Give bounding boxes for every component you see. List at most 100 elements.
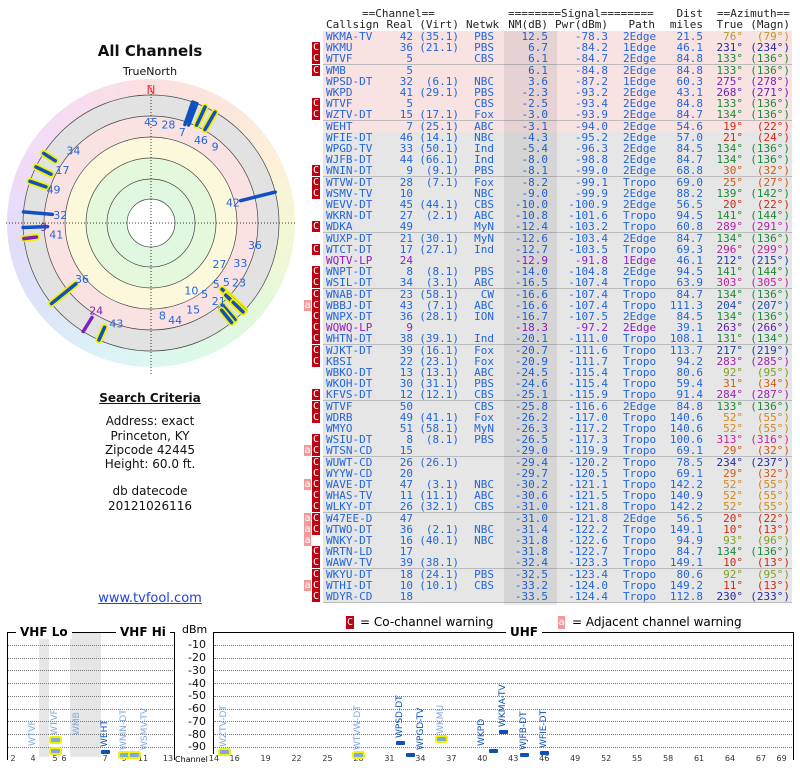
polar-channel-label: 43 (109, 317, 123, 330)
noise-margin-cell: -8.0 (521, 153, 549, 167)
table-row[interactable]: WKYU-DT 18 (24.1) PBS -32.5 -123.4 Tropo 80.6 92… (323, 567, 792, 581)
table-row[interactable]: WSMV-TV 10 NBC -9.0 -99.9 2Edge 88.2 139° (142°) (323, 186, 792, 200)
callsign-cell: WTHI-DT (326, 578, 373, 592)
network-cell: CBS (474, 500, 494, 514)
cochannel-warning-icon: C (312, 479, 320, 490)
azimuth-magnetic-cell: (13°) (756, 522, 790, 536)
network-cell: PBS (474, 30, 494, 43)
distance-cell: 140.6 (669, 410, 703, 424)
callsign-cell: WKYU-DT (326, 567, 373, 581)
path-cell: 2Edge (623, 186, 657, 200)
table-row[interactable]: WTCT-DT 17 (27.1) Ind -12.7 -103.5 Tropo 69.3 29… (323, 242, 792, 256)
azimuth-magnetic-cell: (34°) (756, 377, 790, 391)
distance-cell: 84.5 (676, 310, 704, 323)
azimuth-magnetic-cell: (24°) (756, 130, 790, 144)
spectrum-station-label: WJFB-DT (518, 711, 529, 750)
noise-margin-cell: -12.6 (514, 231, 548, 245)
callsign-cell: WTWO-DT (326, 522, 373, 536)
table-row[interactable]: WJFB-DT 44 (66.1) Ind -8.0 -98.8 2Edge 84.7 134°… (323, 153, 792, 167)
polar-channel-label: 9 (212, 141, 219, 154)
power-cell: -124.4 (568, 590, 608, 603)
polar-channel-label: 24 (89, 305, 103, 318)
x-tick-label: 4 (29, 754, 37, 763)
noise-margin-cell: -8.1 (521, 164, 549, 178)
polar-channel-label: 23 (232, 276, 246, 289)
table-row[interactable]: WTHI-DT 10 (10.1) CBS -33.2 -124.0 Tropo 149.2 1… (323, 578, 792, 592)
tvfool-link[interactable]: www.tvfool.com (98, 591, 202, 606)
table-row[interactable]: WZTV-DT 15 (17.1) Fox -3.0 -93.9 2Edge 84.7 134°… (323, 109, 792, 122)
distance-cell: 63.9 (676, 276, 704, 290)
virtual-channel-cell: (8.1) (425, 433, 459, 447)
table-row[interactable]: WHTN-DT 38 (39.1) Ind -20.1 -111.0 Tropo 108.1 1… (323, 332, 792, 346)
azimuth-true-cell: 139° (716, 186, 744, 200)
table-row[interactable]: KBSI 22 (23.1) Fox -20.9 -111.7 Tropo 94.2 283° (… (323, 355, 792, 368)
table-row[interactable]: WBBJ-DT 43 (7.1) ABC -16.6 -107.4 Tropo 111.3 20… (323, 298, 792, 312)
table-row[interactable]: WUWT-CD 26 (26.1) -29.4 -120.2 Tropo 78.5 234° (… (323, 455, 792, 469)
azimuth-magnetic-cell: (234°) (750, 41, 790, 55)
table-row[interactable]: WSIU-DT 8 (8.1) PBS -26.5 -117.3 Tropo 100.6 313… (323, 433, 792, 447)
cochannel-warning-icon: C (312, 568, 320, 580)
table-row[interactable]: WNPT-DT 8 (8.1) PBS -14.0 -104.8 2Edge 94.5 141°… (323, 266, 792, 279)
table-row[interactable]: WPGD-TV 33 (50.1) Ind -5.4 -96.3 2Edge 84.5 134°… (323, 143, 792, 155)
table-row[interactable]: WPSD-DT 32 (6.1) NBC 3.6 -87.2 1Edge 60.3 275° (2… (323, 74, 792, 88)
table-row[interactable]: WTVF 5 CBS 6.1 -84.7 2Edge 84.8 133° (136°) (323, 53, 792, 66)
distance-cell: 56.5 (676, 198, 704, 211)
table-row[interactable]: WKPD 41 (29.1) PBS -2.3 -93.2 2Edge 43.1 268° (27… (323, 87, 792, 99)
x-tick-label: 61 (692, 754, 706, 763)
table-row[interactable]: WHAS-TV 11 (11.1) ABC -30.6 -121.5 Tropo 140.9 5… (323, 490, 792, 503)
cochannel-warning-icon: C (312, 456, 320, 468)
x-tick-label: 25 (321, 754, 334, 763)
virtual-channel-cell: (7.1) (425, 298, 459, 312)
cochannel-warning-icon: C (312, 355, 320, 367)
y-tick-label: -40 (188, 676, 206, 690)
table-row[interactable]: WTVF 50 CBS -25.8 -116.6 2Edge 84.8 133° (136°) (323, 399, 792, 413)
real-channel-cell: 49 (399, 410, 413, 424)
network-cell: NBC (474, 478, 494, 491)
table-row[interactable]: WDRB 49 (41.1) Fox -26.2 -117.0 Tropo 140.6 52° (… (323, 410, 792, 424)
table-row[interactable]: WEHT 7 (25.1) ABC -3.1 -94.0 2Edge 54.6 19° (22°) (323, 120, 792, 133)
real-channel-cell: 47 (399, 511, 413, 525)
noise-margin-cell: -26.2 (514, 410, 548, 424)
table-row[interactable]: WDKA 49 MyN -12.4 -103.2 Tropo 60.8 289° (291°) (323, 221, 792, 234)
gridline (8, 734, 173, 735)
distance-cell: 21.5 (676, 30, 704, 43)
table-row[interactable]: WAWV-TV 39 (38.1) -32.4 -123.3 Tropo 149.1 10° (… (323, 557, 792, 570)
table-row[interactable]: WNIN-DT 9 (9.1) PBS -8.1 -99.0 2Edge 68.8 30° (32… (323, 164, 792, 178)
azimuth-true-cell: 263° (716, 321, 744, 335)
y-tick-label: -60 (188, 702, 206, 715)
table-row[interactable]: WTWO-DT 36 (2.1) NBC -31.4 -122.2 Tropo 149.1 10… (323, 522, 792, 536)
azimuth-true-cell: 296° (716, 242, 744, 256)
polar-title: All Channels (97, 42, 203, 60)
azimuth-magnetic-cell: (287°) (750, 388, 790, 402)
table-row[interactable]: WAVE-DT 47 (3.1) NBC -30.2 -121.1 Tropo 142.2 52… (323, 479, 792, 491)
polar-channel-label: 45 (144, 116, 158, 129)
cochannel-warning-icon: C (312, 333, 320, 345)
callsign-cell: WQWQ-LP (326, 321, 373, 335)
path-cell: 2Edge (623, 511, 657, 525)
distance-cell: 84.8 (676, 399, 704, 413)
table-row[interactable]: W47EE-D 47 -31.0 -121.8 2Edge 56.5 20° (22°) (323, 511, 792, 525)
distance-cell: 84.8 (676, 63, 704, 77)
noise-margin-cell: -31.8 (514, 545, 548, 559)
table-row[interactable]: WBKO-DT 13 (13.1) ABC -24.5 -115.4 Tropo 80.6 92… (323, 367, 792, 379)
noise-margin-cell: 3.6 (528, 74, 548, 88)
table-row[interactable]: WTSN-CD 15 -29.0 -119.9 Tropo 69.1 29° (32°) (323, 445, 792, 458)
noise-margin-cell: -2.3 (521, 86, 549, 99)
power-cell: -121.8 (568, 511, 608, 525)
azimuth-magnetic-cell: (95°) (756, 567, 790, 581)
group-channel: ==Channel== (362, 7, 435, 20)
azimuth-true-cell: 313° (716, 433, 744, 447)
power-cell: -101.6 (568, 209, 608, 223)
table-row[interactable]: WDYR-CD 18 -33.5 -124.4 Tropo 112.8 230° (233°) (323, 591, 792, 603)
azimuth-true-cell: 133° (716, 399, 744, 413)
callsign-cell: WJKT-DT (326, 343, 373, 357)
virtual-channel-cell: (39.1) (419, 332, 459, 346)
noise-margin-cell: -31.4 (514, 522, 548, 536)
cochannel-warning-icon: C (312, 467, 320, 479)
real-channel-cell: 8 (406, 433, 413, 447)
table-row[interactable]: WRTN-LD 17 -31.8 -122.7 Tropo 84.7 134° (136°) (323, 545, 792, 559)
table-row[interactable]: WYYW-CD 20 -29.7 -120.5 Tropo 69.1 29° (32°) (323, 467, 792, 480)
distance-cell: 78.5 (676, 455, 704, 469)
table-row[interactable]: WLKY-DT 26 (32.1) CBS -31.0 -121.8 Tropo 142.2 5… (323, 500, 792, 514)
path-cell: Tropo (623, 433, 657, 447)
